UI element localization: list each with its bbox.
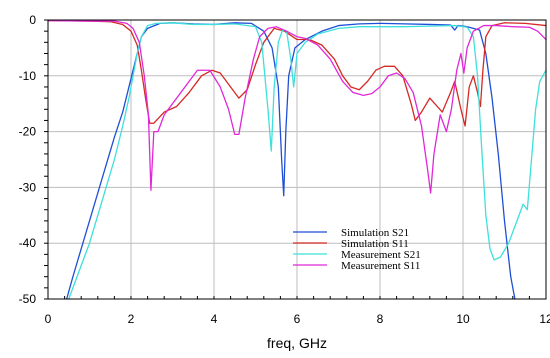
x-axis-label: freq, GHz (267, 335, 327, 351)
series-group (47, 19, 547, 300)
series-line-measurement-s21 (68, 22, 547, 300)
legend-label-measurement-s11: Measurement S11 (341, 260, 420, 272)
y-tick-label: -40 (19, 236, 37, 250)
y-tick-label: -50 (19, 292, 37, 306)
legend-label-simulation-s21: Simulation S21 (341, 227, 409, 239)
x-tick-label: 12 (539, 312, 550, 326)
series-line-measurement-s11 (47, 19, 547, 194)
x-tick-label: 6 (294, 312, 301, 326)
x-tick-label: 8 (377, 312, 384, 326)
x-tick-label: 10 (456, 312, 470, 326)
y-tick-label: -20 (19, 125, 37, 139)
y-tick-label: -30 (19, 180, 37, 194)
x-tick-label: 4 (211, 312, 218, 326)
y-tick-labels: 0 -10 -20 -30 -40 -50 (19, 13, 37, 306)
x-tick-label: 2 (128, 312, 135, 326)
y-tick-label: 0 (29, 13, 36, 27)
series-line-simulation-s11 (47, 19, 547, 127)
x-tick-labels: 0 2 4 6 8 10 12 (45, 312, 550, 326)
legend-label-simulation-s11: Simulation S11 (341, 238, 409, 250)
x-tick-label: 0 (45, 312, 52, 326)
legend-label-measurement-s21: Measurement S21 (341, 249, 421, 261)
y-tick-label: -10 (19, 69, 37, 83)
plot-frame (47, 19, 547, 300)
